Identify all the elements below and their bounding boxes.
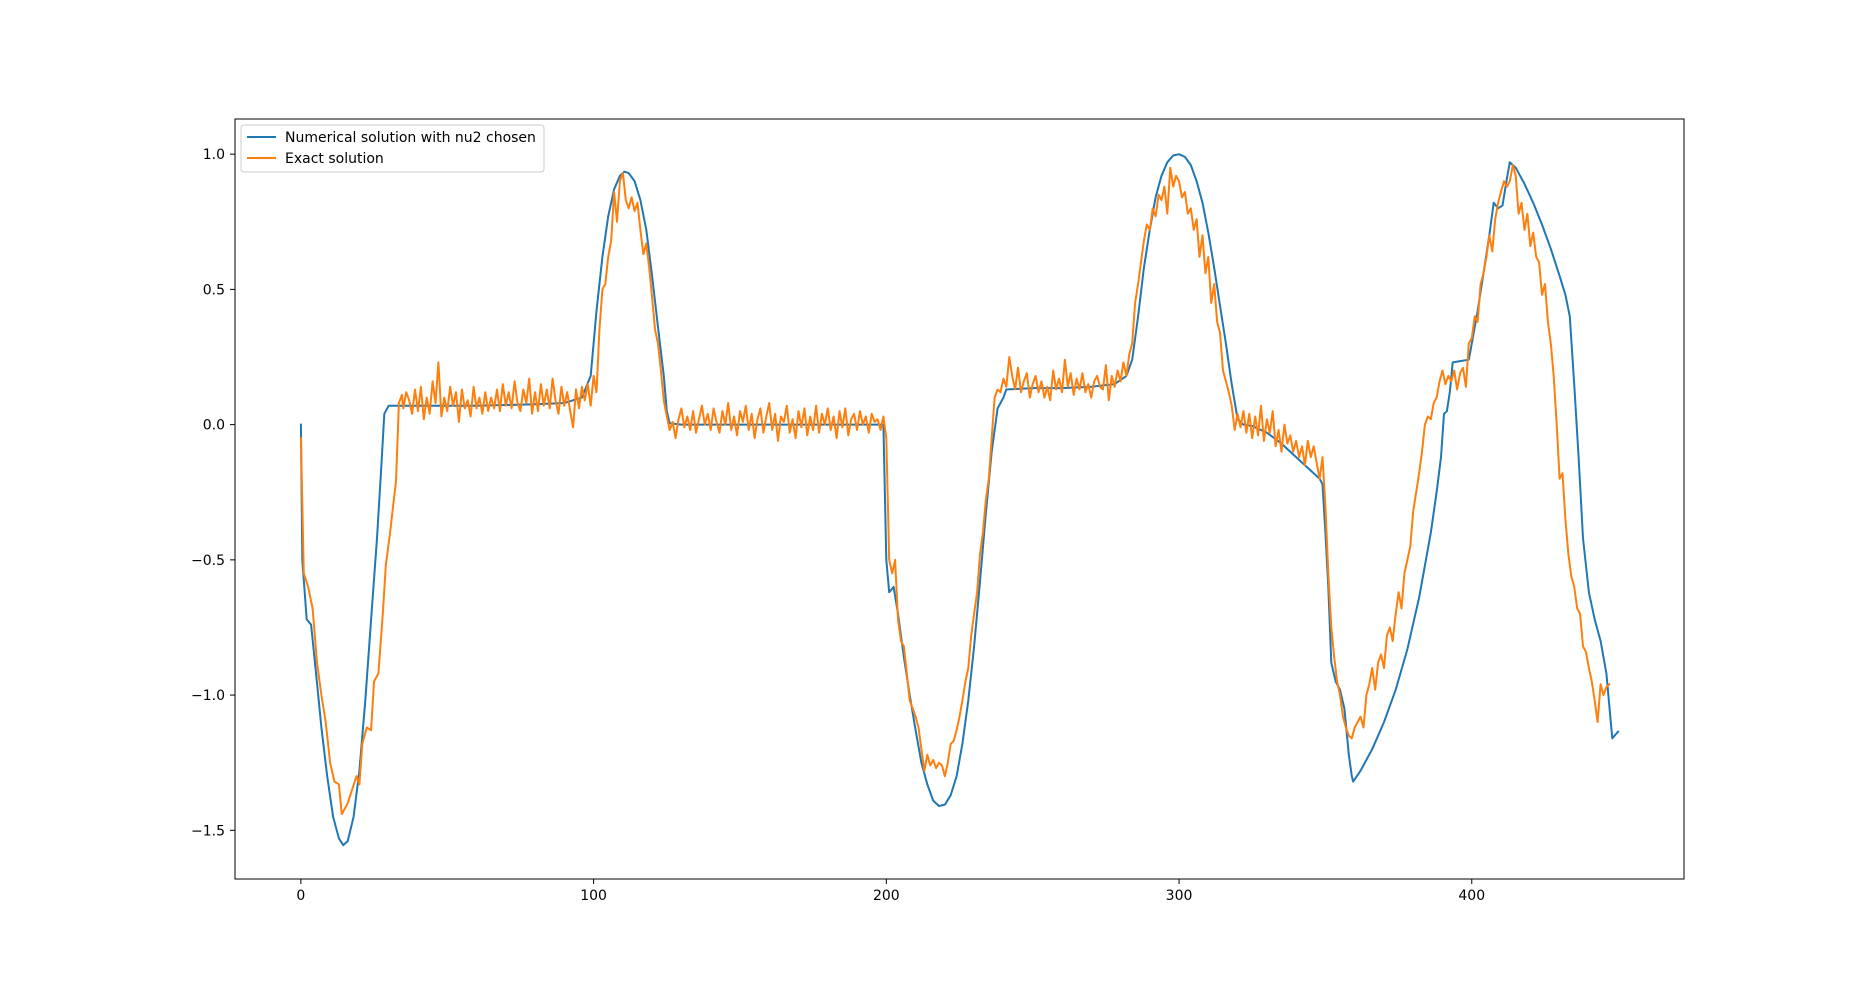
legend: Numerical solution with nu2 chosen Exact…	[240, 124, 545, 173]
y-tick-label: 0.0	[203, 418, 225, 434]
y-tick-label: −0.5	[191, 553, 225, 569]
x-axis: 0 100 200 300 400	[296, 879, 1485, 904]
x-tick-label: 0	[296, 888, 305, 904]
x-tick-label: 100	[580, 888, 607, 904]
y-tick-label: −1.5	[191, 823, 225, 839]
x-tick-label: 200	[873, 888, 900, 904]
series-layer	[299, 153, 1620, 847]
y-axis: −1.5 −1.0 −0.5 0.0 0.5 1.0	[191, 147, 235, 839]
series-line-exact	[299, 164, 1611, 816]
x-tick-label: 400	[1458, 888, 1485, 904]
plot-area-frame	[234, 118, 1685, 880]
legend-label-exact: Exact solution	[285, 151, 384, 167]
y-tick-label: −1.0	[191, 688, 225, 704]
x-tick-label: 300	[1166, 888, 1193, 904]
legend-box	[240, 124, 545, 173]
y-tick-label: 0.5	[203, 282, 225, 298]
legend-label-numerical: Numerical solution with nu2 chosen	[285, 130, 536, 146]
y-tick-label: 1.0	[203, 147, 225, 163]
